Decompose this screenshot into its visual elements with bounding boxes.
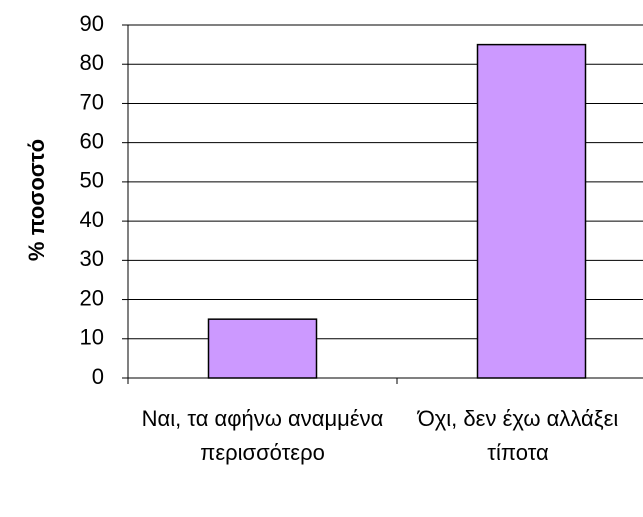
y-tick-label: 0 <box>92 364 104 389</box>
y-tick-label: 20 <box>80 285 104 310</box>
bar <box>207 318 318 379</box>
y-tick-label: 60 <box>80 128 104 153</box>
y-tick-label: 50 <box>80 168 104 193</box>
x-tick-label: Ναι, τα αφήνω αναμμένα περισσότερο <box>141 406 384 465</box>
y-tick-label: 70 <box>80 89 104 114</box>
y-tick-label: 80 <box>80 50 104 75</box>
y-tick-label: 30 <box>80 246 104 271</box>
y-tick-label: 10 <box>80 325 104 350</box>
y-tick-label: 90 <box>80 11 104 36</box>
y-axis-label: % ποσοστό <box>24 139 49 261</box>
bar <box>476 43 587 379</box>
x-tick-label: Όχι, δεν έχω αλλάξει τίποτα <box>417 406 619 465</box>
y-tick-label: 40 <box>80 207 104 232</box>
